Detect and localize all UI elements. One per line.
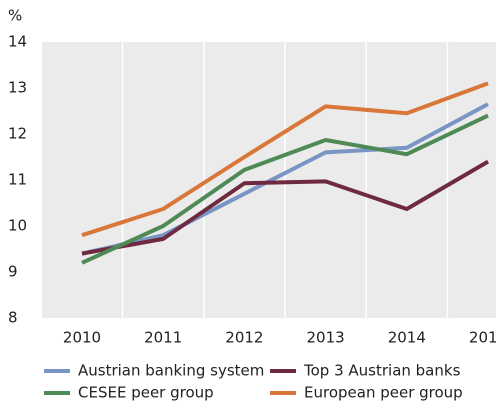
y-tick-label: 14: [8, 33, 27, 51]
y-tick-label: 12: [8, 125, 27, 143]
legend-label: Austrian banking system: [78, 362, 264, 380]
x-tick-label: 2014: [388, 329, 426, 347]
y-tick-label: 9: [8, 263, 18, 281]
x-tick-label: 2010: [63, 329, 101, 347]
legend-label: European peer group: [304, 384, 463, 402]
series-line: [81, 81, 489, 238]
y-tick-label: 8: [8, 309, 18, 327]
legend-label: CESEE peer group: [78, 384, 214, 402]
series-line: [81, 113, 489, 265]
y-tick-label: 13: [8, 79, 27, 97]
y-tick-label: 10: [8, 217, 27, 235]
legend-label: Top 3 Austrian banks: [303, 362, 461, 380]
series-line: [81, 102, 489, 256]
y-unit: %: [8, 7, 22, 25]
x-tick-label: 2012: [225, 329, 263, 347]
x-tick-label: 2011: [144, 329, 182, 347]
series-line: [81, 159, 490, 256]
x-tick-label: 2013: [307, 329, 345, 347]
y-tick-label: 11: [8, 171, 27, 189]
x-tick-label: 2015: [469, 329, 496, 347]
